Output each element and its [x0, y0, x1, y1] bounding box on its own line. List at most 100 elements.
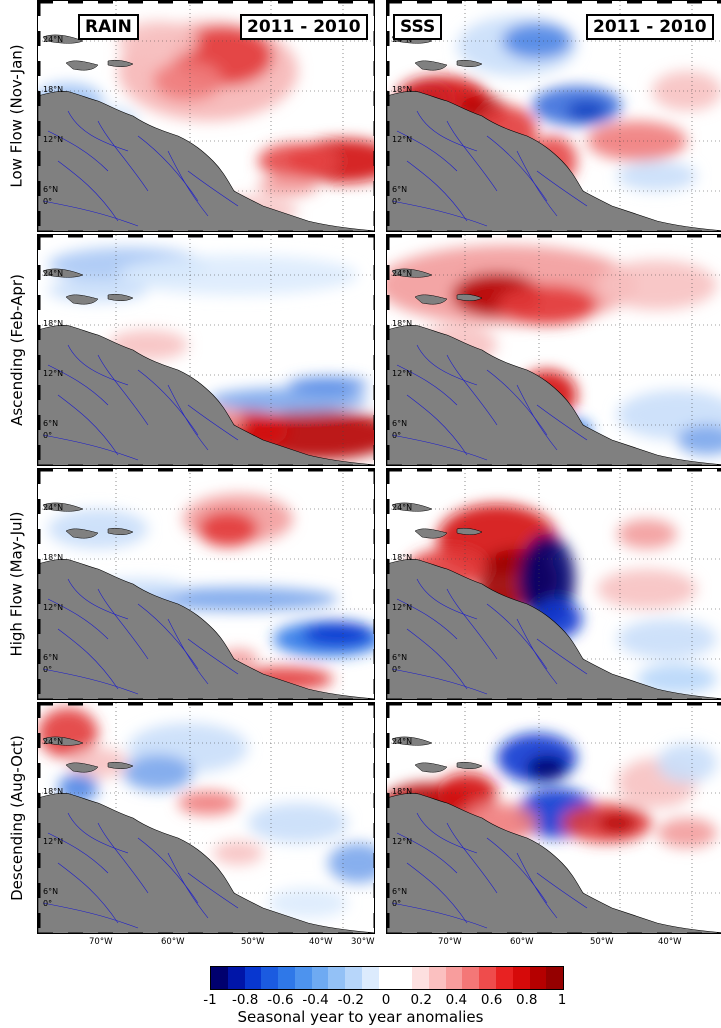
lat-tick-label: 24°N	[43, 737, 64, 746]
colorbar-segment	[244, 967, 262, 989]
island	[414, 294, 448, 305]
lat-tick-label: 0°	[392, 899, 402, 908]
row-label-ascending: Ascending (Feb-Apr)	[8, 274, 26, 426]
island	[456, 527, 483, 535]
lat-tick-label: 24°N	[43, 269, 64, 278]
lat-tick-label: 18°N	[392, 85, 413, 94]
land-mass	[38, 91, 374, 231]
island	[414, 762, 448, 773]
anomaly-patch	[617, 519, 677, 549]
colorbar-tick-label: 0	[381, 992, 391, 1008]
colorbar-segment	[496, 967, 513, 989]
rain-period-box: 2011 - 2010	[240, 14, 368, 40]
anomaly-patch	[213, 841, 263, 865]
island	[456, 761, 483, 769]
lat-tick-label: 6°N	[392, 887, 408, 896]
lat-tick-label: 0°	[43, 665, 53, 674]
lat-tick-label: 18°N	[43, 787, 64, 796]
island	[65, 294, 99, 305]
lat-tick-label: 0°	[392, 431, 402, 440]
sss-title: SSS	[400, 17, 436, 37]
lat-tick-label: 18°N	[392, 319, 413, 328]
lat-tick-label: 6°N	[392, 419, 408, 428]
lon-tick-label: 50°W	[241, 937, 265, 947]
island	[42, 502, 84, 512]
row-label-high-flow: High Flow (May-Jul)	[8, 511, 26, 657]
anomaly-patch	[268, 888, 348, 918]
anomaly-patch	[657, 743, 717, 783]
colorbar-segment	[428, 967, 446, 989]
anomaly-patch	[303, 622, 373, 646]
lat-tick-label: 18°N	[43, 553, 64, 562]
anomaly-patch	[258, 176, 318, 196]
colorbar-segment	[294, 967, 312, 989]
land-mass	[38, 793, 374, 933]
island	[42, 268, 84, 278]
anomaly-patch	[153, 61, 223, 101]
colorbar-segment	[211, 967, 228, 989]
land-mass	[387, 793, 721, 933]
colorbar-segment	[378, 967, 396, 989]
colorbar-label: Seasonal year to year anomalies	[237, 1008, 484, 1026]
lat-tick-label: 6°N	[43, 419, 59, 428]
lat-tick-label: 18°N	[43, 85, 64, 94]
lat-tick-label: 24°N	[392, 737, 413, 746]
land-mass	[387, 91, 721, 231]
lon-tick-label: 30°W	[351, 937, 375, 947]
island	[391, 502, 433, 512]
colorbar-segment	[261, 967, 279, 989]
colorbar-segment	[445, 967, 463, 989]
sss-map-ascending	[386, 234, 721, 466]
island	[65, 762, 99, 773]
anomaly-patch	[258, 143, 338, 179]
anomaly-patch	[208, 388, 368, 412]
rain-map-high-flow	[37, 468, 375, 700]
colorbar-segment	[227, 967, 245, 989]
lat-tick-label: 12°N	[43, 369, 64, 378]
anomaly-patch	[38, 708, 98, 758]
lat-tick-label: 0°	[392, 665, 402, 674]
anomaly-patch	[597, 813, 637, 833]
colorbar-tick-label: 0.8	[516, 992, 538, 1008]
rain-map-ascending	[37, 234, 375, 466]
anomaly-patch	[527, 756, 567, 780]
lat-tick-label: 24°N	[43, 503, 64, 512]
anomaly-field	[387, 235, 721, 465]
island	[391, 736, 433, 746]
island	[107, 59, 134, 67]
lat-tick-label: 6°N	[392, 653, 408, 662]
lat-tick-label: 6°N	[392, 185, 408, 194]
colorbar-segment	[462, 967, 480, 989]
anomaly-patch	[248, 803, 348, 843]
colorbar-segment	[529, 967, 547, 989]
colorbar-tick-label: -0.4	[302, 992, 329, 1008]
row-label-descending: Descending (Aug-Oct)	[8, 735, 27, 901]
sss-map-high-flow	[386, 468, 721, 700]
lat-tick-label: 24°N	[392, 269, 413, 278]
colorbar	[210, 966, 564, 990]
anomaly-patch	[178, 791, 238, 815]
colorbar-segment	[328, 967, 346, 989]
island	[65, 528, 99, 539]
anomaly-field	[38, 469, 374, 699]
sss-map-descending	[386, 702, 721, 934]
anomaly-patch	[48, 278, 148, 302]
anomaly-patch	[497, 285, 597, 325]
anomaly-patch	[123, 755, 193, 791]
colorbar-tick-label: -0.2	[337, 992, 364, 1008]
island	[414, 60, 448, 71]
island	[414, 528, 448, 539]
anomaly-field	[387, 703, 721, 933]
sss-title-box: SSS	[393, 14, 443, 40]
colorbar-segment	[311, 967, 329, 989]
lat-tick-label: 0°	[43, 197, 53, 206]
land-mass	[387, 325, 721, 465]
lat-tick-label: 0°	[392, 197, 402, 206]
colorbar-tick-label: -0.6	[267, 992, 294, 1008]
sss-period: 2011 - 2010	[593, 17, 707, 37]
rain-period: 2011 - 2010	[247, 17, 361, 37]
land-mass	[38, 559, 374, 699]
lat-tick-label: 0°	[43, 431, 53, 440]
anomaly-patch	[48, 509, 148, 549]
colorbar-segment	[361, 967, 379, 989]
